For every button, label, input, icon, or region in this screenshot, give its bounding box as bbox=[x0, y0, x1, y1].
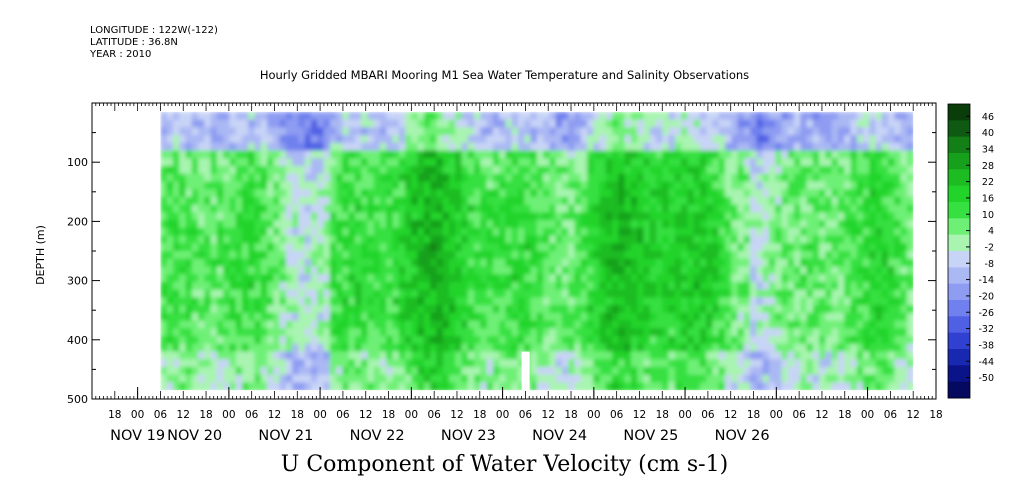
x-date-label: NOV 24 bbox=[532, 428, 587, 444]
x-hour-label: 00 bbox=[587, 409, 600, 421]
x-hour-label: 12 bbox=[450, 409, 463, 421]
x-hour-label: 18 bbox=[838, 409, 851, 421]
x-date-label: NOV 21 bbox=[258, 428, 313, 444]
velocity-field bbox=[160, 111, 914, 391]
x-hour-label: 06 bbox=[154, 409, 168, 421]
colorbar-swatch bbox=[948, 381, 970, 399]
colorbar-swatch bbox=[948, 202, 970, 219]
colorbar-swatch bbox=[948, 169, 970, 187]
colorbar-label: -44 bbox=[978, 357, 994, 368]
x-hour-label: 06 bbox=[245, 409, 259, 421]
colorbar-swatch bbox=[948, 283, 970, 301]
colorbar-swatch bbox=[948, 365, 970, 383]
colorbar-label: 16 bbox=[982, 193, 994, 204]
colorbar-label: 28 bbox=[982, 161, 994, 172]
colorbar-swatch bbox=[948, 267, 970, 285]
colorbar-label: 46 bbox=[982, 112, 994, 123]
x-date-label: NOV 19 bbox=[110, 428, 165, 444]
x-hour-label: 00 bbox=[313, 409, 326, 421]
y-tick-label: 400 bbox=[67, 334, 88, 347]
x-date-label: NOV 22 bbox=[350, 428, 405, 444]
colorbar-label: 4 bbox=[988, 226, 994, 237]
year-label: YEAR : 2010 bbox=[90, 49, 152, 60]
x-hour-label: 00 bbox=[222, 409, 235, 421]
colorbar-label: -26 bbox=[978, 308, 994, 319]
x-hour-label: 18 bbox=[108, 409, 121, 421]
colorbar-swatch bbox=[948, 185, 970, 203]
x-hour-label: 06 bbox=[519, 409, 533, 421]
colorbar-label: -14 bbox=[978, 275, 994, 286]
longitude-label: LONGITUDE : 122W(-122) bbox=[90, 25, 218, 36]
colorbar-label: -8 bbox=[985, 259, 994, 270]
x-hour-label: 18 bbox=[656, 409, 669, 421]
x-hour-label: 18 bbox=[382, 409, 395, 421]
x-hour-label: 00 bbox=[770, 409, 783, 421]
x-date-label: NOV 23 bbox=[441, 428, 496, 444]
colorbar-label: 40 bbox=[982, 128, 994, 139]
x-date-label: NOV 26 bbox=[715, 428, 770, 444]
colorbar-label: -20 bbox=[978, 291, 994, 302]
x-hour-label: 18 bbox=[747, 409, 760, 421]
x-hour-label: 12 bbox=[177, 409, 190, 421]
colorbar-swatch bbox=[948, 120, 970, 138]
colorbar-label: 22 bbox=[982, 177, 994, 188]
x-date-label: NOV 25 bbox=[623, 428, 678, 444]
colorbar-swatch bbox=[948, 349, 970, 366]
x-hour-label: 18 bbox=[291, 409, 304, 421]
colorbar-label: -2 bbox=[985, 242, 994, 253]
x-hour-label: 00 bbox=[861, 409, 874, 421]
colorbar-swatch bbox=[948, 251, 970, 268]
colorbar-swatch bbox=[948, 153, 970, 170]
x-date-label: NOV 20 bbox=[167, 428, 222, 444]
x-hour-label: 06 bbox=[792, 409, 806, 421]
colorbar-label: 10 bbox=[982, 210, 994, 221]
colorbar-swatch bbox=[948, 234, 970, 252]
colorbar-label: -50 bbox=[978, 373, 994, 384]
colorbar-swatch bbox=[948, 218, 970, 236]
colorbar-label: -38 bbox=[978, 340, 994, 351]
x-hour-label: 06 bbox=[701, 409, 715, 421]
x-hour-label: 12 bbox=[907, 409, 920, 421]
x-hour-label: 18 bbox=[473, 409, 486, 421]
colorbar-frame bbox=[947, 103, 971, 399]
x-hour-label: 12 bbox=[359, 409, 372, 421]
y-tick-label: 100 bbox=[67, 156, 88, 169]
y-tick-label: 500 bbox=[67, 393, 88, 406]
y-tick-label: 200 bbox=[67, 215, 88, 228]
x-hour-label: 12 bbox=[542, 409, 555, 421]
y-tick-label: 300 bbox=[67, 275, 88, 288]
x-hour-label: 06 bbox=[336, 409, 350, 421]
colorbar-swatch bbox=[948, 316, 970, 334]
x-hour-label: 18 bbox=[199, 409, 212, 421]
colorbar-label: 34 bbox=[982, 144, 994, 155]
colorbar: 46 40 34 28 22 16 10 4 -2 -8 -14 -20 -26 -32 -38 -44 -50 bbox=[947, 103, 994, 399]
colorbar-swatch bbox=[948, 136, 970, 154]
colorbar-swatch bbox=[948, 332, 970, 350]
x-hour-label: 12 bbox=[815, 409, 828, 421]
axes: 100 200 300 400 500 18 00 06 12 18 00 06 12 18 00 06 12 1… bbox=[67, 103, 943, 444]
x-hour-label: 00 bbox=[405, 409, 418, 421]
chart-title: Hourly Gridded MBARI Mooring M1 Sea Wate… bbox=[259, 68, 750, 82]
x-hour-label: 12 bbox=[724, 409, 737, 421]
colorbar-label: -32 bbox=[978, 324, 994, 335]
x-hour-label: 06 bbox=[427, 409, 441, 421]
latitude-label: LATITUDE : 36.8N bbox=[90, 37, 178, 48]
x-hour-label: 00 bbox=[131, 409, 144, 421]
bottom-title: U Component of Water Velocity (cm s-1) bbox=[280, 452, 729, 477]
x-hour-label: 18 bbox=[564, 409, 577, 421]
x-hour-label: 06 bbox=[610, 409, 624, 421]
colorbar-swatch bbox=[948, 300, 970, 317]
x-hour-label: 12 bbox=[268, 409, 281, 421]
x-hour-label: 18 bbox=[929, 409, 942, 421]
x-hour-label: 00 bbox=[496, 409, 509, 421]
colorbar-swatch bbox=[948, 104, 970, 121]
x-hour-label: 12 bbox=[633, 409, 646, 421]
y-axis-label: DEPTH (m) bbox=[34, 225, 47, 285]
x-hour-label: 00 bbox=[678, 409, 691, 421]
x-hour-label: 06 bbox=[884, 409, 898, 421]
